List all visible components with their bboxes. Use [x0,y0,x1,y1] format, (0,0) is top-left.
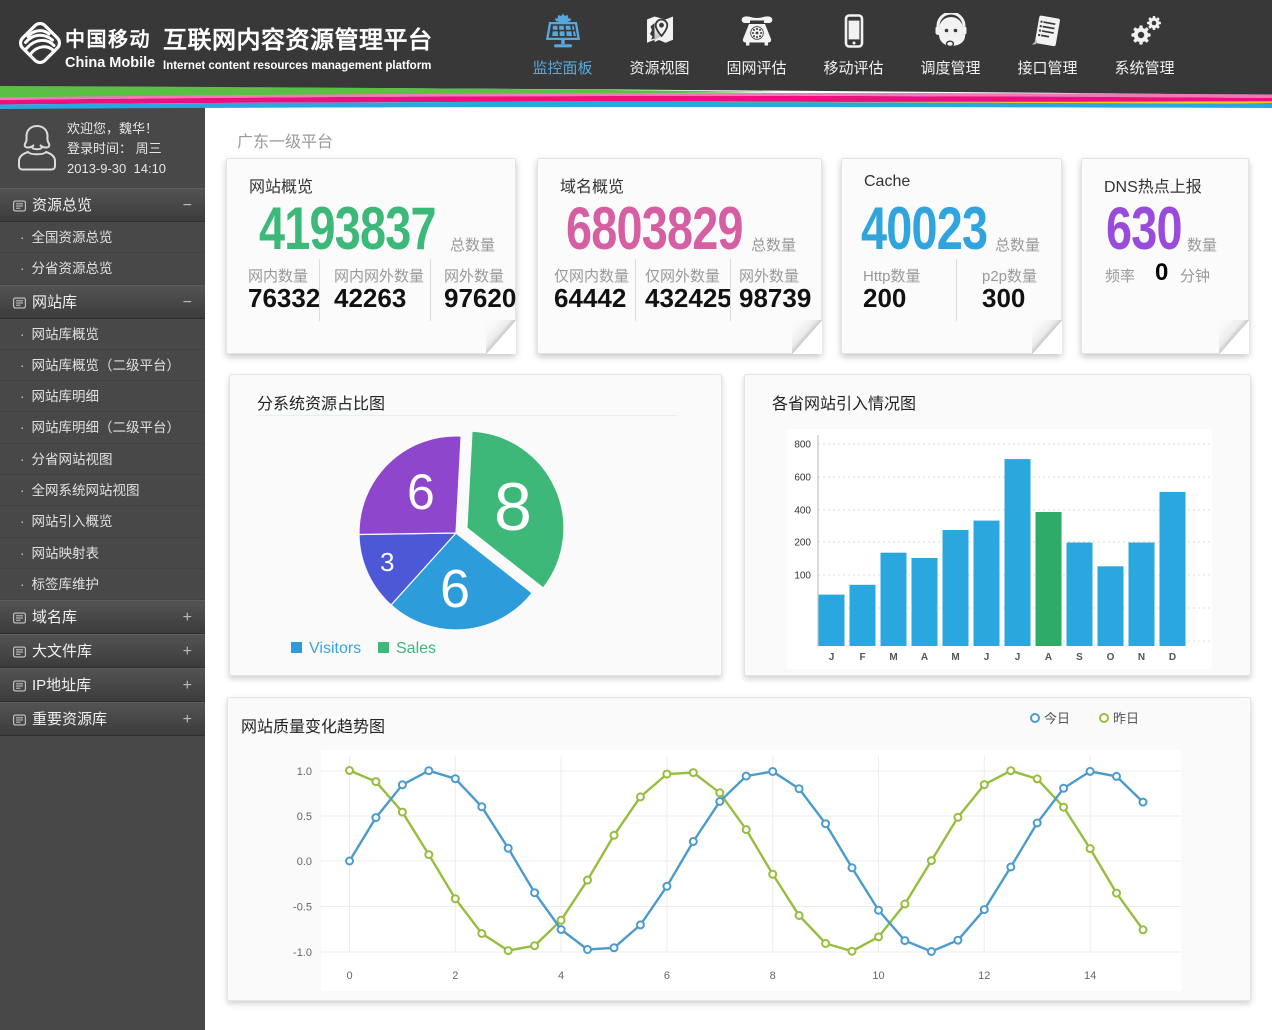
svg-text:-0.5: -0.5 [293,902,312,914]
svg-text:S: S [1076,652,1083,663]
svg-text:600: 600 [794,473,811,484]
svg-text:12: 12 [978,970,990,982]
svg-text:200: 200 [794,538,811,549]
svg-text:-1.0: -1.0 [293,947,312,959]
svg-text:800: 800 [794,440,811,451]
svg-text:2: 2 [452,970,458,982]
svg-text:J: J [984,652,990,663]
svg-text:N: N [1138,652,1145,663]
svg-text:14: 14 [1084,970,1096,982]
svg-text:4: 4 [558,970,564,982]
svg-text:昨日: 昨日 [1113,711,1139,726]
svg-text:J: J [829,652,835,663]
svg-text:M: M [889,652,897,663]
svg-text:F: F [859,652,865,663]
svg-text:10: 10 [872,970,884,982]
svg-text:A: A [1045,652,1052,663]
svg-text:D: D [1169,652,1176,663]
svg-text:今日: 今日 [1044,711,1070,726]
svg-text:0.0: 0.0 [297,856,312,868]
svg-text:400: 400 [794,506,811,517]
svg-text:8: 8 [770,970,776,982]
svg-text:1.0: 1.0 [297,766,312,778]
svg-text:M: M [951,652,959,663]
svg-text:J: J [1015,652,1021,663]
svg-text:O: O [1107,652,1115,663]
svg-text:0.5: 0.5 [297,811,312,823]
svg-text:A: A [921,652,928,663]
svg-text:100: 100 [794,571,811,582]
svg-text:6: 6 [664,970,670,982]
svg-text:0: 0 [346,970,352,982]
